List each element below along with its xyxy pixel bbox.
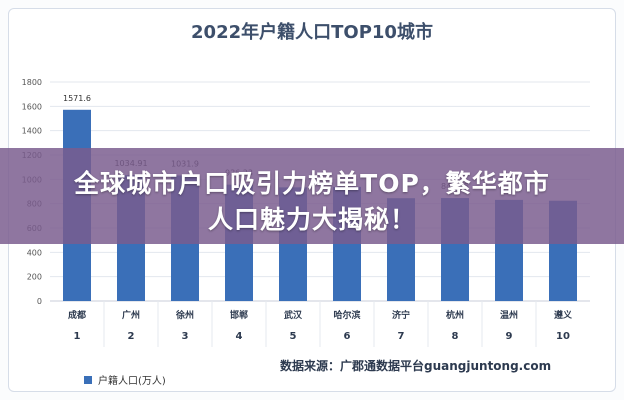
x-tick-label: 邯郸 — [230, 309, 248, 321]
rank-label: 9 — [506, 331, 513, 342]
x-tick-label: 温州 — [500, 309, 518, 321]
rank-label: 10 — [556, 331, 570, 342]
legend-swatch — [84, 375, 92, 384]
x-tick-label: 遵义 — [554, 309, 573, 321]
rank-label: 8 — [452, 331, 459, 342]
x-tick-label: 徐州 — [175, 309, 194, 321]
y-tick-label: 1800 — [22, 78, 42, 87]
chart-title: 2022年户籍人口TOP10城市 — [191, 22, 433, 43]
rank-label: 2 — [128, 331, 135, 342]
legend-label: 户籍人口(万人) — [98, 376, 166, 387]
rank-label: 5 — [290, 331, 297, 342]
data-source-note: 数据来源：广郡通数据平台guangjuntong.com — [280, 359, 552, 373]
x-tick-label: 武汉 — [284, 309, 303, 321]
rank-label: 6 — [344, 331, 351, 342]
headline-line-1: 全球城市户口吸引力榜单TOP，繁华都市 — [74, 169, 550, 198]
x-tick-label: 济宁 — [392, 309, 410, 321]
data-label: 1571.6 — [63, 94, 91, 103]
y-tick-label: 400 — [27, 248, 42, 257]
x-tick-label: 杭州 — [446, 309, 464, 321]
rank-label: 1 — [74, 331, 81, 342]
y-tick-label: 1600 — [22, 102, 42, 111]
headline-banner: 全球城市户口吸引力榜单TOP，繁华都市 人口魅力大揭秘！ — [0, 148, 624, 244]
rank-label: 3 — [182, 331, 189, 342]
y-tick-label: 0 — [37, 297, 42, 306]
rank-label: 4 — [236, 331, 243, 342]
x-tick-label: 哈尔滨 — [333, 309, 360, 321]
x-tick-label: 成都 — [68, 309, 86, 321]
y-tick-label: 1400 — [22, 127, 42, 136]
headline-line-2: 人口魅力大揭秘！ — [207, 205, 416, 234]
chart-legend: 户籍人口(万人) — [84, 372, 166, 387]
x-tick-label: 广州 — [122, 309, 140, 321]
y-tick-label: 200 — [27, 273, 42, 282]
rank-label: 7 — [398, 331, 405, 342]
